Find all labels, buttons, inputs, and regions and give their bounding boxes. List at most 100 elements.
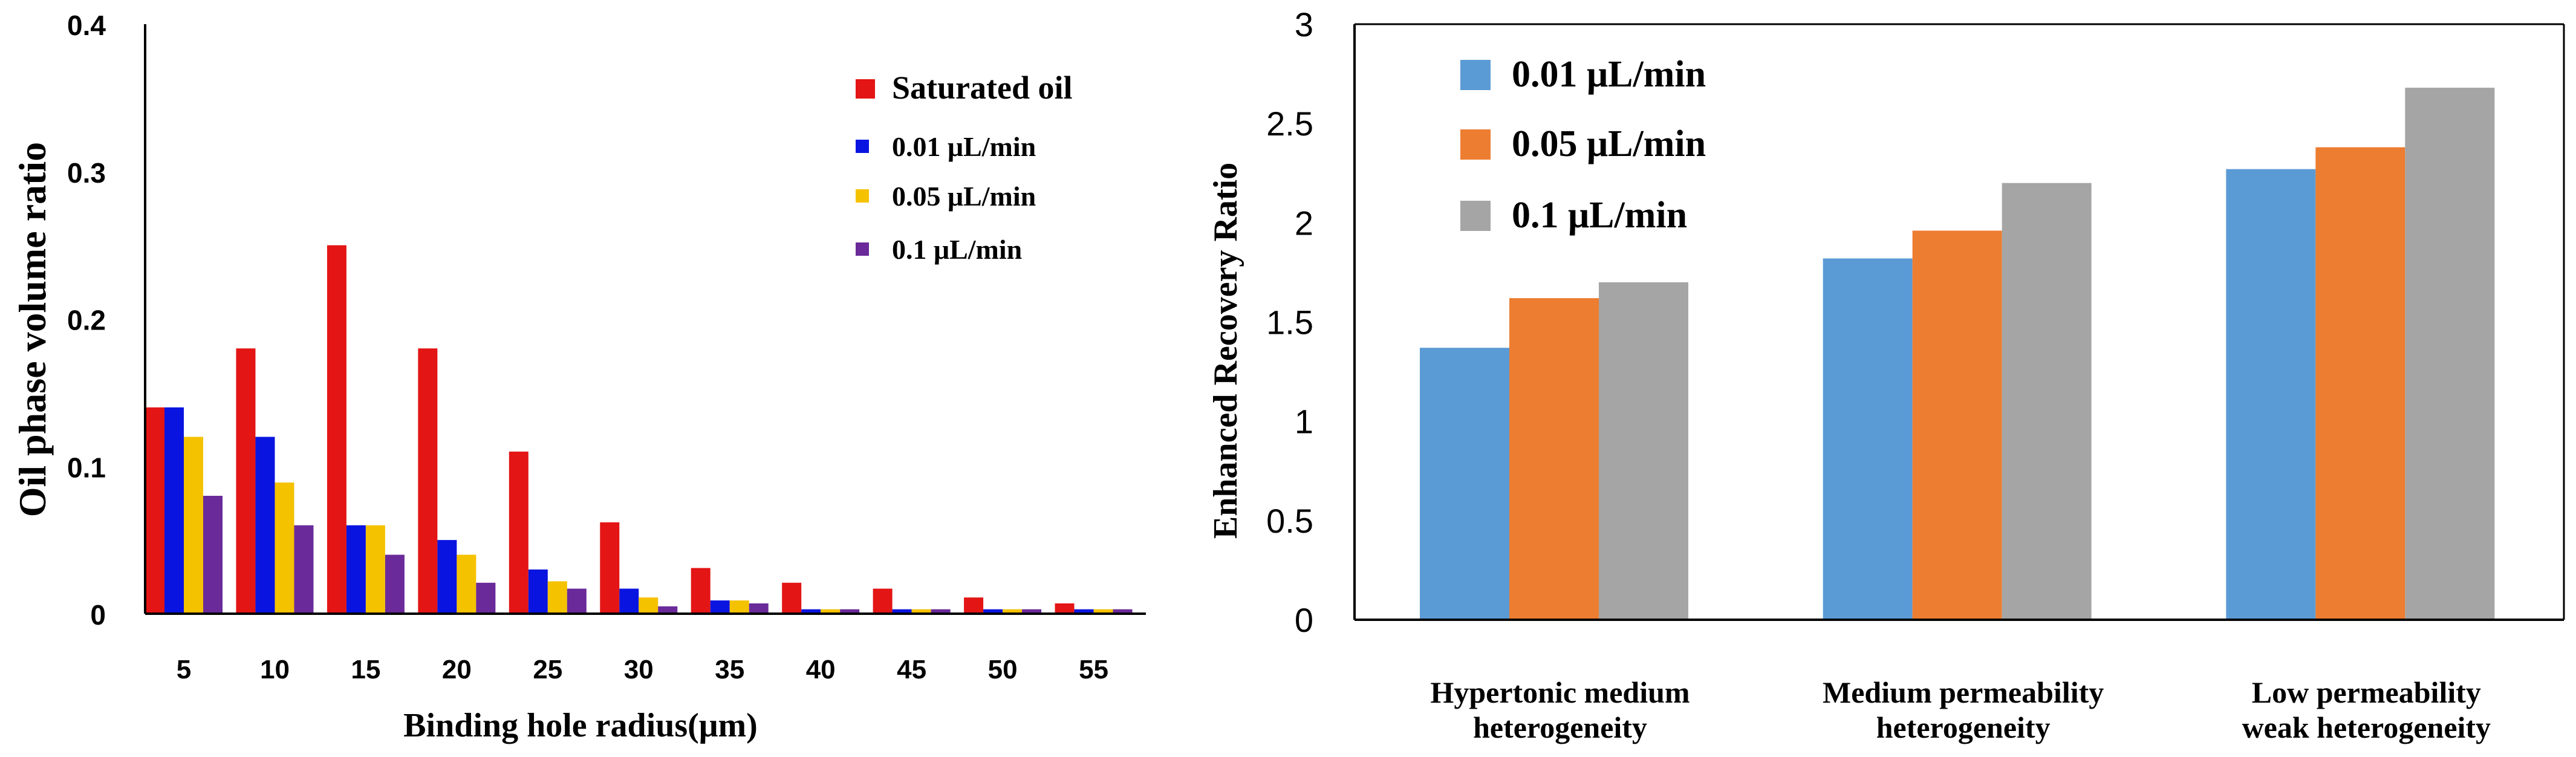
left-bar-saturated-oil-45 [873, 588, 893, 614]
left-bar-0-05-l-min-45 [911, 609, 931, 614]
left-legend-label-0-1-l-min: 0.1 μL/min [892, 234, 1022, 265]
left-x-ticks: 5 10 15 20 25 30 35 40 45 50 55 [177, 655, 1108, 684]
left-bar-0-05-l-min-10 [275, 482, 294, 614]
left-x-tick-label: 40 [806, 655, 836, 684]
left-bar-0-01-l-min-20 [437, 540, 457, 614]
left-legend: Saturated oil 0.01 μL/min 0.05 μL/min 0.1 μ… [856, 70, 1073, 265]
left-bar-0-1-l-min-25 [567, 588, 587, 614]
left-bar-saturated-oil-40 [782, 582, 802, 614]
right-y-tick-label: 1 [1295, 403, 1313, 441]
right-bars [1420, 88, 2495, 620]
left-bar-0-05-l-min-40 [821, 609, 841, 614]
left-bar-0-01-l-min-25 [528, 569, 548, 614]
left-x-tick-label: 25 [533, 655, 562, 684]
left-legend-swatch-0-01-l-min [856, 140, 869, 153]
right-x-category-label: weak heterogeneity [2242, 710, 2491, 744]
left-bar-0-1-l-min-50 [1022, 609, 1042, 614]
left-x-tick-label: 45 [897, 655, 926, 684]
enhanced-recovery-chart: 00.511.522.53 Hypertonic mediumheterogen… [1207, 5, 2565, 744]
right-y-tick-label: 0.5 [1266, 502, 1313, 540]
left-bar-saturated-oil-20 [418, 348, 438, 614]
left-x-tick-label: 35 [715, 655, 744, 684]
left-bar-0-05-l-min-5 [184, 437, 203, 614]
left-x-axis-title: Binding hole radius(μm) [403, 707, 758, 744]
left-bar-0-1-l-min-45 [931, 609, 951, 614]
left-bar-0-01-l-min-55 [1074, 609, 1094, 614]
right-x-category-label: heterogeneity [1876, 710, 2051, 744]
left-y-axis-title: Oil phase volume ratio [11, 142, 54, 517]
right-x-category-label: Low permeability [2252, 675, 2481, 709]
left-legend-label-saturated-oil: Saturated oil [892, 70, 1073, 106]
left-bar-saturated-oil-35 [691, 568, 711, 614]
left-bar-0-1-l-min-5 [203, 496, 223, 614]
left-bar-0-1-l-min-15 [385, 554, 405, 614]
left-bar-0-05-l-min-50 [1003, 609, 1023, 614]
left-bar-0-01-l-min-35 [710, 600, 730, 614]
left-legend-swatch-saturated-oil [856, 79, 875, 99]
left-bar-0-01-l-min-45 [892, 609, 912, 614]
right-bar-0-1-l-min-group-2 [2002, 183, 2092, 620]
left-x-tick-label: 15 [351, 655, 380, 684]
left-y-tick-label: 0.4 [67, 10, 106, 41]
left-bar-0-1-l-min-55 [1113, 609, 1133, 614]
left-bars [145, 245, 1133, 614]
left-bar-0-05-l-min-35 [729, 600, 749, 614]
right-legend-label-0-01-l-min: 0.01 μL/min [1512, 54, 1706, 95]
left-y-tick-label: 0.3 [67, 157, 106, 189]
left-y-tick-label: 0 [90, 599, 106, 631]
left-bar-0-01-l-min-10 [255, 437, 275, 614]
right-legend-label-0-05-l-min: 0.05 μL/min [1512, 123, 1706, 164]
right-y-tick-label: 0 [1295, 601, 1313, 639]
left-bar-saturated-oil-5 [145, 407, 164, 614]
right-x-category-label: heterogeneity [1473, 710, 1647, 744]
left-bar-0-01-l-min-15 [346, 525, 366, 614]
right-bar-0-01-l-min-group-3 [2226, 169, 2316, 620]
left-y-tick-label: 0.1 [67, 452, 106, 483]
left-x-tick-label: 50 [988, 655, 1018, 684]
left-bar-saturated-oil-25 [509, 451, 529, 614]
right-legend: 0.01 μL/min 0.05 μL/min 0.1 μL/min [1460, 54, 1706, 236]
right-legend-swatch-0-05-l-min [1460, 129, 1491, 160]
left-bar-0-01-l-min-5 [164, 407, 184, 614]
left-legend-label-0-05-l-min: 0.05 μL/min [892, 181, 1036, 212]
right-bar-0-01-l-min-group-2 [1823, 258, 1913, 620]
left-bar-0-05-l-min-15 [365, 525, 385, 614]
right-legend-label-0-1-l-min: 0.1 μL/min [1512, 195, 1687, 236]
left-bar-saturated-oil-10 [236, 348, 256, 614]
left-bar-0-05-l-min-55 [1093, 609, 1113, 614]
left-x-tick-label: 30 [624, 655, 654, 684]
right-x-category-label: Hypertonic medium [1430, 675, 1690, 709]
right-legend-swatch-0-01-l-min [1460, 60, 1491, 90]
right-bar-0-05-l-min-group-1 [1509, 298, 1599, 620]
left-bar-0-05-l-min-25 [547, 581, 567, 614]
right-y-tick-label: 1.5 [1266, 304, 1313, 342]
right-bar-0-1-l-min-group-3 [2405, 88, 2495, 620]
left-bar-0-05-l-min-20 [457, 554, 476, 614]
right-bar-0-01-l-min-group-1 [1420, 348, 1509, 620]
left-bar-saturated-oil-30 [600, 522, 620, 614]
right-y-ticks: 0 0.5 1 1.5 2 2.5 3 [1266, 5, 1313, 639]
left-x-tick-label: 5 [177, 655, 191, 684]
right-x-category-label: Medium permeability [1823, 675, 2104, 709]
right-y-axis-title: Enhanced Recovery Ratio [1207, 163, 1244, 539]
left-legend-swatch-0-05-l-min [856, 189, 869, 203]
right-bar-0-05-l-min-group-3 [2315, 147, 2405, 620]
right-bar-0-1-l-min-group-1 [1599, 282, 1688, 620]
right-legend-swatch-0-1-l-min [1460, 201, 1491, 231]
left-x-tick-label: 20 [442, 655, 472, 684]
left-bar-saturated-oil-55 [1055, 603, 1075, 614]
left-legend-label-0-01-l-min: 0.01 μL/min [892, 131, 1036, 162]
left-y-ticks: 0 0.1 0.2 0.3 0.4 [67, 10, 106, 631]
left-bar-0-1-l-min-10 [294, 525, 314, 614]
left-bar-0-1-l-min-35 [749, 603, 769, 614]
left-legend-swatch-0-1-l-min [856, 242, 869, 256]
left-bar-0-01-l-min-40 [801, 609, 821, 614]
left-bar-saturated-oil-15 [327, 245, 346, 614]
left-bar-0-05-l-min-30 [639, 597, 659, 614]
left-bar-0-1-l-min-20 [476, 582, 496, 614]
pore-size-distribution-chart: 0 0.1 0.2 0.3 0.4 5 10 15 20 25 30 35 40 45 50 55 Bind… [11, 10, 1146, 744]
left-bar-0-1-l-min-30 [658, 606, 678, 614]
left-bar-0-1-l-min-40 [840, 609, 860, 614]
